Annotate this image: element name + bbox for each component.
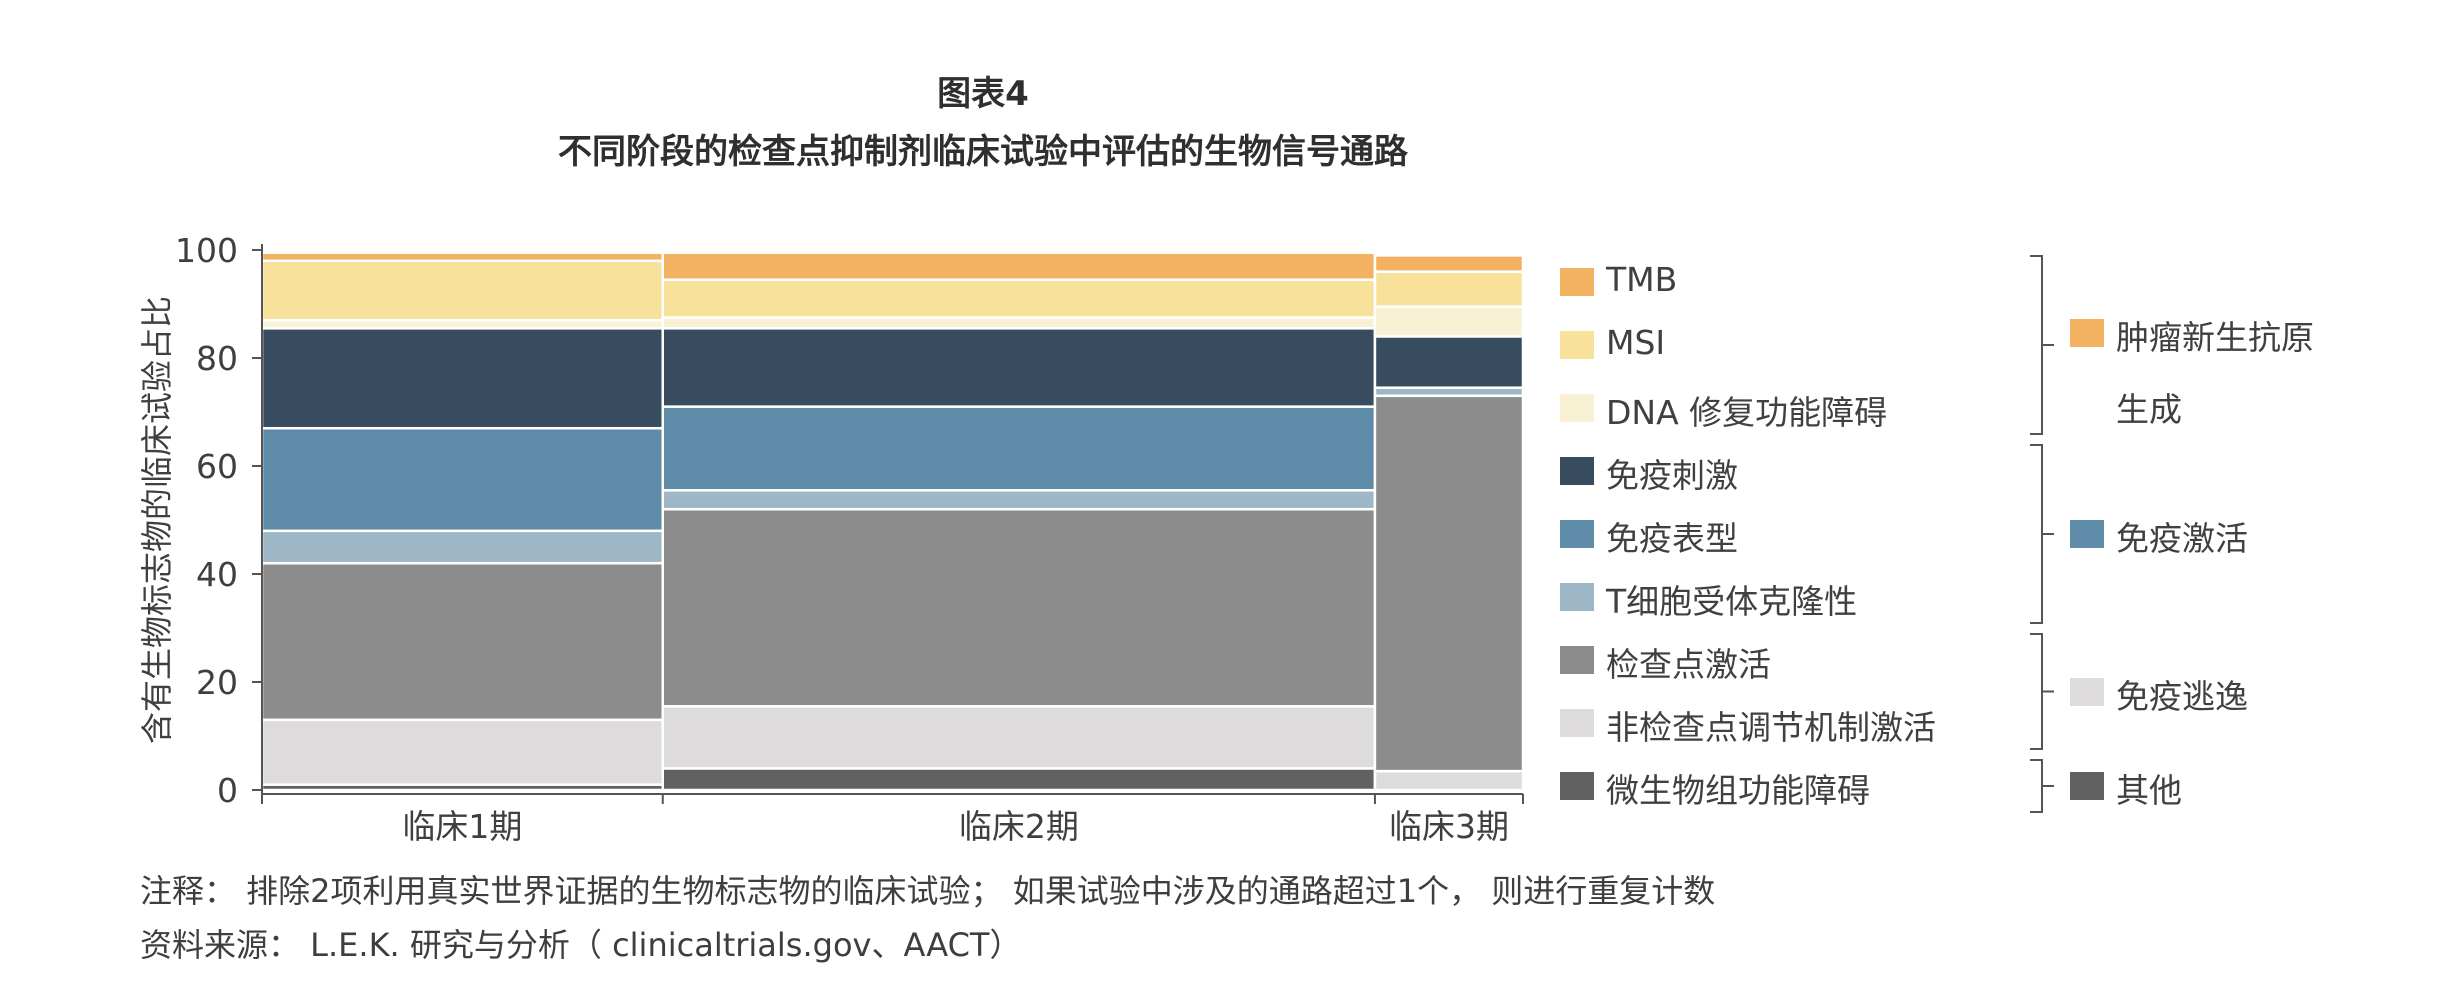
group-label: 免疫激活 (2116, 519, 2248, 558)
bar-segment (1373, 394, 1525, 773)
group-swatch (2070, 677, 2104, 706)
y-tick-label: 100 (175, 231, 238, 270)
bar-segment (260, 327, 665, 430)
legend-swatch (1560, 268, 1594, 296)
bar-segment (661, 405, 1377, 492)
legend-label: T细胞受体克隆性 (1606, 582, 1858, 621)
group-swatch (2070, 520, 2104, 548)
bar-segment (661, 327, 1377, 408)
bar-segment (661, 507, 1377, 708)
group-label: 其他 (2116, 771, 2182, 810)
bar-segment (1373, 254, 1525, 273)
group-bracket (2030, 633, 2054, 750)
legend-label: 免疫表型 (1606, 519, 1738, 558)
bar-segment (661, 316, 1377, 330)
y-tick-label: 60 (196, 447, 238, 486)
legend-swatch (1560, 709, 1594, 737)
legend-label: TMB (1606, 260, 1678, 299)
bar-segment (260, 251, 665, 263)
bar-segment (1373, 305, 1525, 338)
y-axis-label: 含有生物标志物的临床试验占比 (138, 296, 176, 744)
group-swatch (2070, 772, 2104, 800)
legend-swatch (1560, 772, 1594, 800)
legend-label: DNA 修复功能障碍 (1606, 393, 1888, 432)
x-tick-label: 临床1期 (402, 807, 522, 846)
legend-swatch (1560, 457, 1594, 485)
legend-label: 微生物组功能障碍 (1606, 771, 1870, 810)
y-tick-label: 80 (196, 339, 238, 378)
x-tick-label: 临床3期 (1389, 807, 1509, 846)
legend-label: 检查点激活 (1606, 645, 1771, 684)
bar-segment (260, 259, 665, 322)
bar-segment (661, 705, 1377, 770)
bar-segment (661, 278, 1377, 319)
bar-segment (260, 718, 665, 786)
bar-segment (260, 561, 665, 722)
bar-segment (260, 426, 665, 533)
legend-label: 非检查点调节机制激活 (1606, 708, 1936, 747)
chart-title: 图表4 (937, 74, 1029, 114)
x-tick-label: 临床2期 (959, 807, 1079, 846)
footnote: 注释： 排除2项利用真实世界证据的生物标志物的临床试验； 如果试验中涉及的通路超… (140, 872, 1716, 910)
legend-swatch (1560, 520, 1594, 548)
y-tick-label: 20 (196, 663, 238, 702)
group-label: 肿瘤新生抗原 (2116, 318, 2314, 357)
group-label: 免疫逃逸 (2116, 676, 2248, 716)
group-swatch (2070, 319, 2104, 347)
group-label-line2: 生成 (2116, 390, 2182, 429)
bar-segment (1373, 335, 1525, 389)
legend-swatch (1560, 394, 1594, 422)
legend-swatch (1560, 646, 1594, 674)
y-tick-label: 40 (196, 555, 238, 594)
legend-label: 免疫刺激 (1606, 456, 1738, 495)
group-bracket (2030, 255, 2054, 435)
group-bracket (2030, 444, 2054, 624)
bar-segment (260, 529, 665, 565)
y-tick-label: 0 (217, 771, 238, 810)
legend-label: MSI (1606, 323, 1666, 362)
bar-segment (661, 489, 1377, 511)
group-bracket (2030, 759, 2054, 813)
legend-swatch (1560, 331, 1594, 359)
bar-segment (1373, 270, 1525, 308)
bar-segment (1373, 769, 1525, 792)
bar-segment (661, 767, 1377, 792)
bar-segment (661, 251, 1377, 281)
legend-swatch (1560, 583, 1594, 611)
chart-subtitle: 不同阶段的检查点抑制剂临床试验中评估的生物信号通路 (558, 132, 1408, 172)
source-note: 资料来源： L.E.K. 研究与分析（ clinicaltrials.gov、A… (140, 926, 1022, 964)
